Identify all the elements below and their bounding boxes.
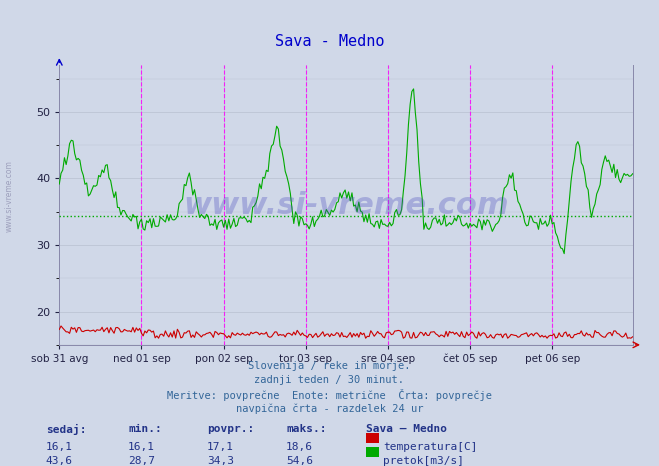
Text: min.:: min.:: [129, 424, 162, 434]
Text: 28,7: 28,7: [128, 456, 155, 466]
Text: 18,6: 18,6: [286, 442, 313, 452]
Text: maks.:: maks.:: [287, 424, 327, 434]
Text: sedaj:: sedaj:: [46, 424, 86, 435]
Text: 17,1: 17,1: [207, 442, 234, 452]
Text: Meritve: povprečne  Enote: metrične  Črta: povprečje: Meritve: povprečne Enote: metrične Črta:…: [167, 389, 492, 401]
Text: 34,3: 34,3: [207, 456, 234, 466]
Text: povpr.:: povpr.:: [208, 424, 255, 434]
Text: 54,6: 54,6: [286, 456, 313, 466]
Text: temperatura[C]: temperatura[C]: [383, 442, 477, 452]
Text: www.si-vreme.com: www.si-vreme.com: [183, 191, 509, 219]
Text: 16,1: 16,1: [45, 442, 72, 452]
Text: www.si-vreme.com: www.si-vreme.com: [5, 160, 14, 232]
Text: Sava – Medno: Sava – Medno: [366, 424, 447, 434]
Text: zadnji teden / 30 minut.: zadnji teden / 30 minut.: [254, 375, 405, 385]
Text: 43,6: 43,6: [45, 456, 72, 466]
Text: 16,1: 16,1: [128, 442, 155, 452]
Text: Sava - Medno: Sava - Medno: [275, 34, 384, 49]
Text: navpična črta - razdelek 24 ur: navpična črta - razdelek 24 ur: [236, 403, 423, 414]
Text: pretok[m3/s]: pretok[m3/s]: [383, 456, 464, 466]
Text: Slovenija / reke in morje.: Slovenija / reke in morje.: [248, 361, 411, 371]
